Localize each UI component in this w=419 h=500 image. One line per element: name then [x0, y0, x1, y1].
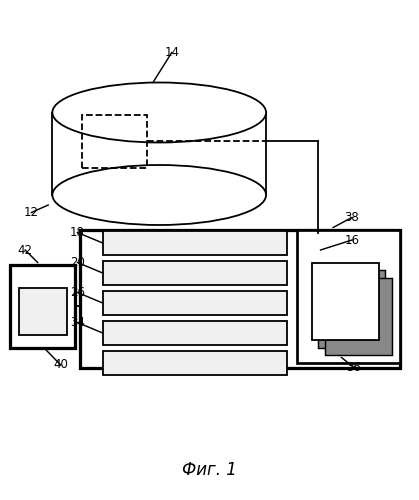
- Bar: [19, 288, 67, 335]
- Text: 12: 12: [24, 206, 39, 219]
- Text: 36: 36: [347, 361, 362, 374]
- Bar: [312, 262, 379, 340]
- Text: 26: 26: [70, 286, 85, 299]
- Text: 34: 34: [70, 316, 85, 329]
- Bar: [80, 230, 400, 368]
- Text: 18: 18: [70, 226, 85, 239]
- Bar: [10, 265, 75, 347]
- Text: 16: 16: [344, 234, 360, 246]
- Bar: [103, 261, 287, 285]
- Bar: [103, 321, 287, 345]
- Bar: [82, 115, 147, 168]
- Text: 20: 20: [70, 256, 85, 269]
- Text: Фиг. 1: Фиг. 1: [182, 461, 237, 479]
- Ellipse shape: [52, 165, 266, 225]
- Bar: [325, 278, 392, 355]
- Text: 14: 14: [164, 46, 179, 59]
- Text: 38: 38: [344, 211, 360, 224]
- Text: 40: 40: [53, 358, 68, 372]
- Bar: [297, 230, 400, 362]
- Bar: [103, 291, 287, 315]
- Text: 42: 42: [18, 244, 33, 256]
- Bar: [318, 270, 385, 347]
- Ellipse shape: [52, 82, 266, 142]
- Bar: [103, 231, 287, 255]
- Bar: [103, 351, 287, 375]
